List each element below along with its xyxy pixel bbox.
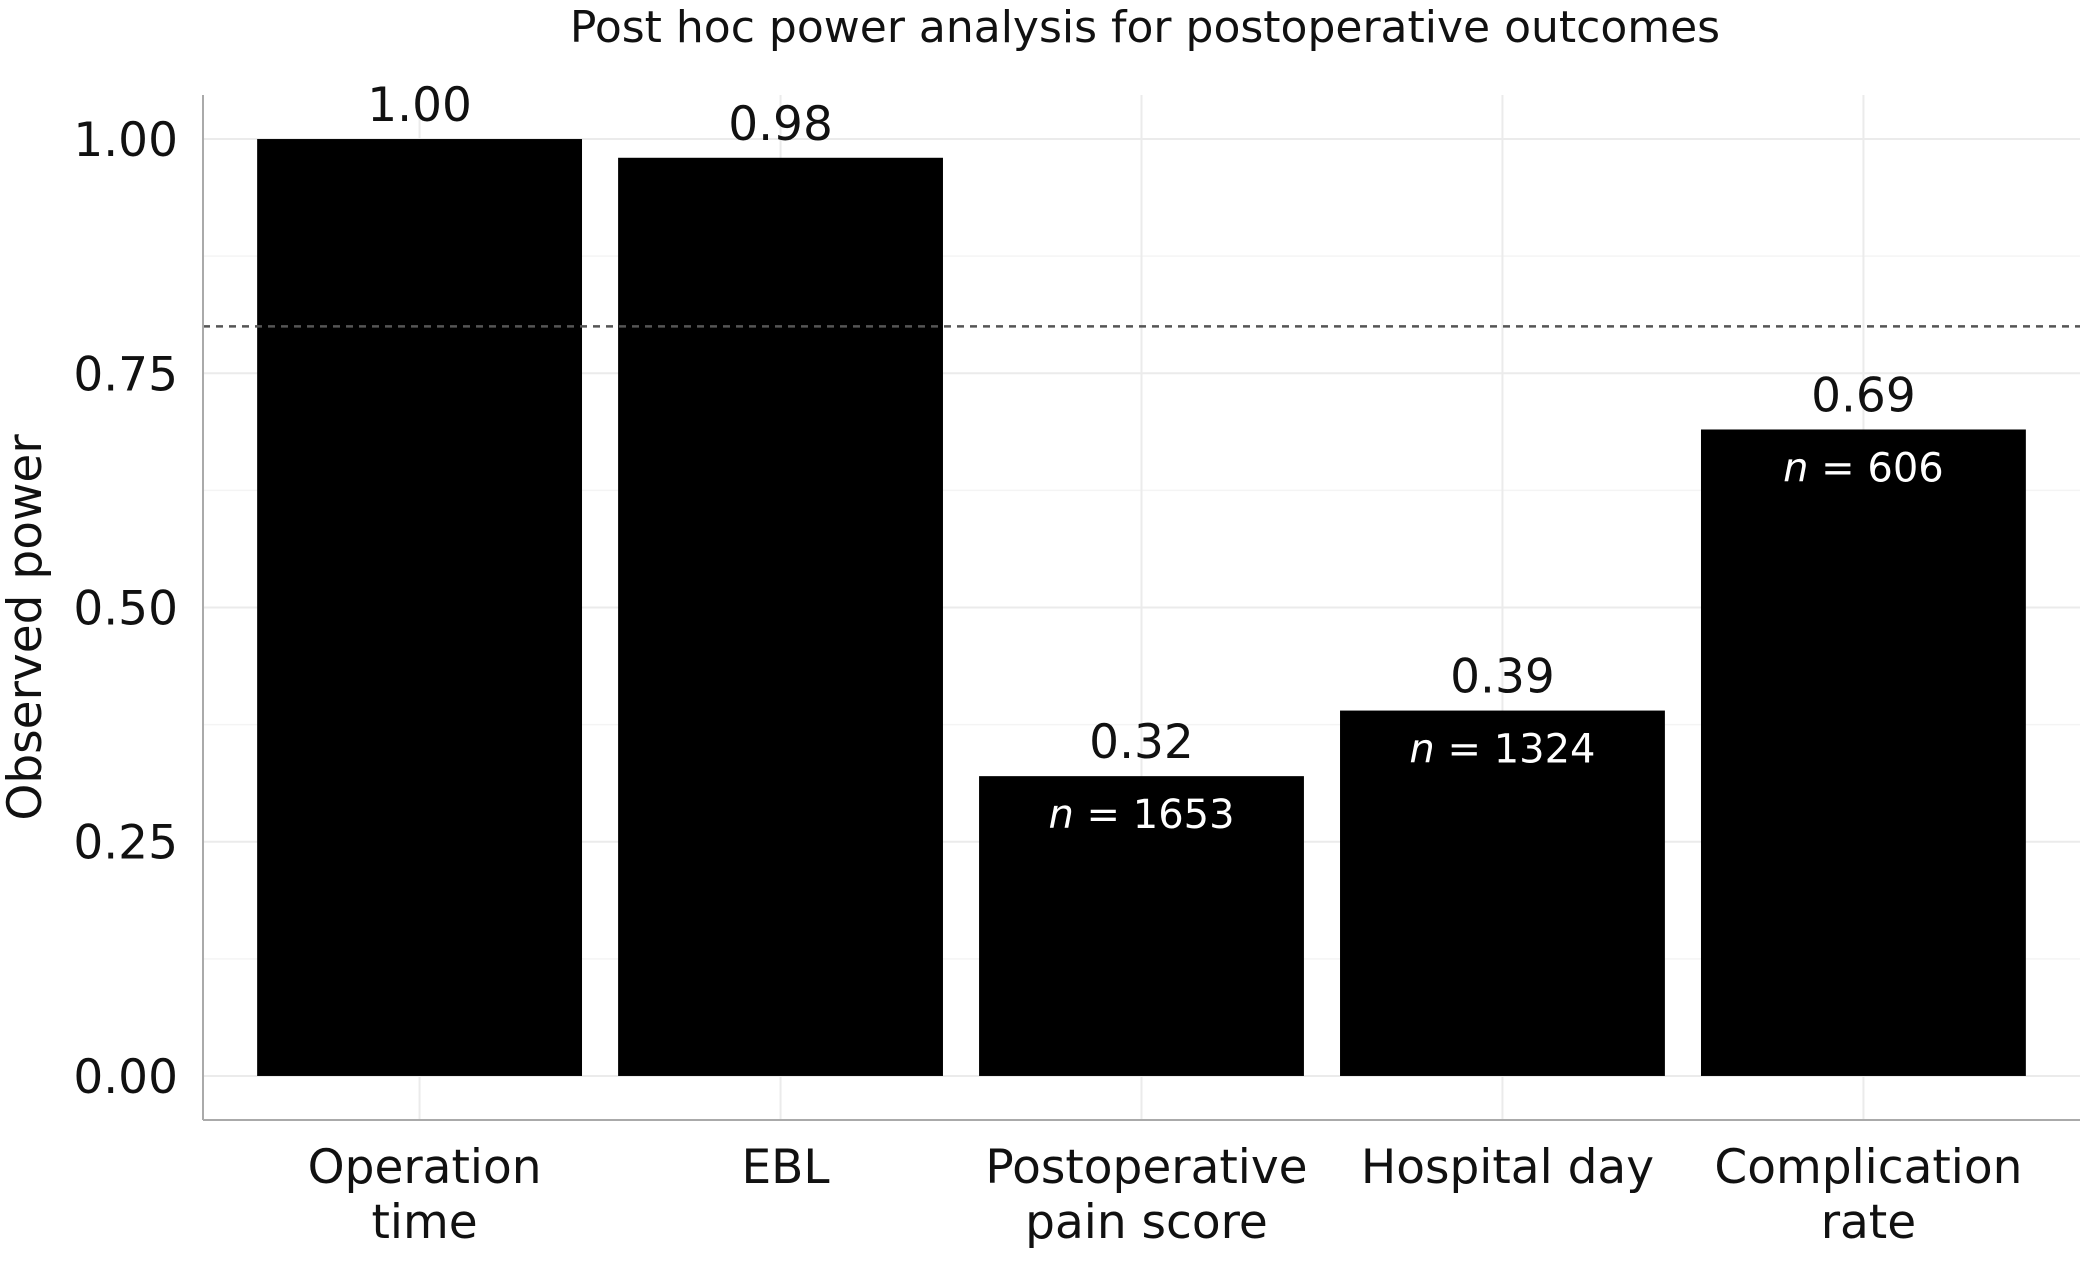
y-tick-label: 1.00 <box>73 113 178 168</box>
axis-layer <box>202 95 2080 1121</box>
x-tick-label: pain score <box>1025 1195 1268 1250</box>
sample-size-label: n = 606 <box>1783 445 1944 491</box>
x-tick-label: rate <box>1821 1195 1916 1250</box>
value-label: 0.39 <box>1450 650 1555 705</box>
y-tick-label: 0.00 <box>73 1050 178 1105</box>
value-label: 0.32 <box>1089 715 1194 770</box>
x-tick-label: EBL <box>741 1140 829 1195</box>
sample-size-label: n = 1324 <box>1409 727 1595 773</box>
value-label: 1.00 <box>367 78 472 133</box>
y-tick-label: 0.50 <box>73 582 178 637</box>
sample-size-label: n = 1653 <box>1048 792 1234 838</box>
value-label: 0.98 <box>728 97 833 152</box>
x-tick-label: time <box>371 1195 477 1250</box>
bar-4 <box>1340 710 1665 1076</box>
bar-5 <box>1700 429 2026 1076</box>
bar-2 <box>618 157 943 1076</box>
chart-title: Post hoc power analysis for postoperativ… <box>570 2 1720 53</box>
y-tick-label: 0.75 <box>73 347 178 402</box>
x-tick-label: Hospital day <box>1361 1140 1654 1195</box>
x-tick-label: Postoperative <box>985 1140 1307 1195</box>
y-tick-label: 0.25 <box>73 816 178 871</box>
bar-3 <box>979 776 1304 1076</box>
x-tick-label: Operation <box>308 1140 542 1195</box>
y-axis-title: Observed power <box>0 434 53 821</box>
bar-layer <box>257 139 2026 1076</box>
value-label: 0.69 <box>1811 368 1916 423</box>
x-tick-label: Complication <box>1714 1140 2022 1195</box>
bar-1 <box>257 139 583 1076</box>
